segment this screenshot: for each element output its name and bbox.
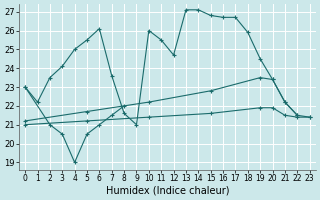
X-axis label: Humidex (Indice chaleur): Humidex (Indice chaleur) [106,186,229,196]
